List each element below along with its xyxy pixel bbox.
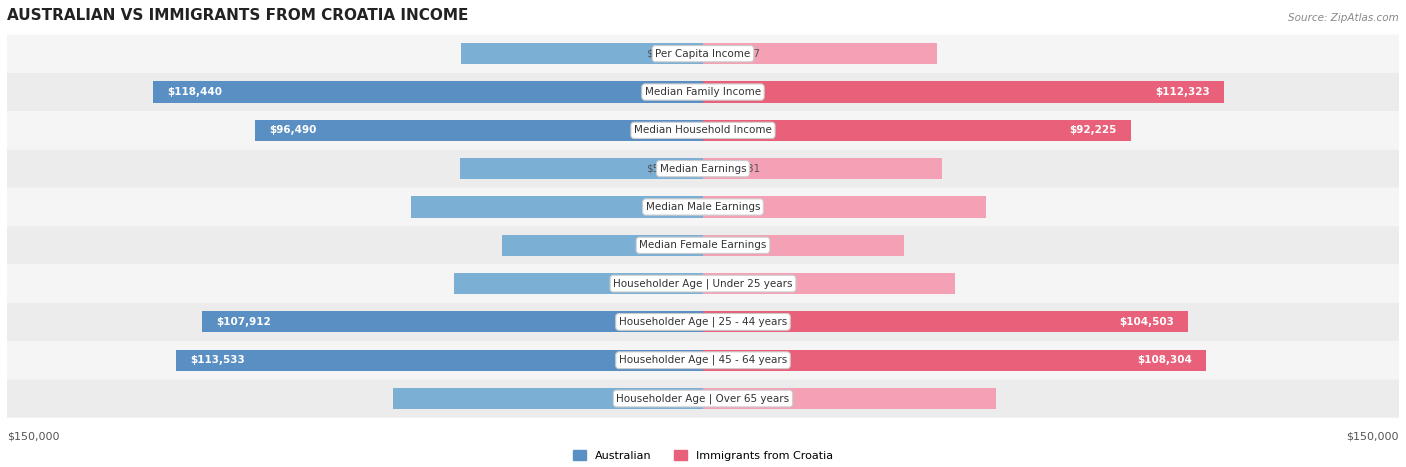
Text: $50,417: $50,417: [717, 49, 759, 59]
Text: $60,914: $60,914: [717, 202, 759, 212]
FancyBboxPatch shape: [7, 35, 1399, 73]
Bar: [460, 158, 703, 179]
Text: $54,343: $54,343: [717, 279, 761, 289]
Text: $52,074: $52,074: [647, 49, 689, 59]
Text: $150,000: $150,000: [7, 431, 59, 441]
Text: $52,294: $52,294: [645, 163, 689, 174]
Text: Median Female Earnings: Median Female Earnings: [640, 241, 766, 250]
FancyBboxPatch shape: [7, 264, 1399, 303]
Text: Median Family Income: Median Family Income: [645, 87, 761, 97]
Text: $107,912: $107,912: [217, 317, 271, 327]
Text: $108,304: $108,304: [1137, 355, 1192, 365]
FancyBboxPatch shape: [7, 379, 1399, 417]
Text: Median Household Income: Median Household Income: [634, 125, 772, 135]
Bar: [703, 388, 995, 409]
Text: $66,891: $66,891: [645, 394, 689, 403]
FancyBboxPatch shape: [7, 111, 1399, 149]
Bar: [176, 350, 703, 371]
Text: $150,000: $150,000: [1347, 431, 1399, 441]
Bar: [153, 82, 703, 103]
Bar: [202, 311, 703, 333]
Text: Median Male Earnings: Median Male Earnings: [645, 202, 761, 212]
Bar: [703, 235, 904, 256]
FancyBboxPatch shape: [7, 188, 1399, 226]
FancyBboxPatch shape: [7, 73, 1399, 111]
FancyBboxPatch shape: [7, 149, 1399, 188]
Bar: [454, 273, 703, 294]
Bar: [703, 273, 955, 294]
Text: $63,168: $63,168: [717, 394, 761, 403]
Bar: [502, 235, 703, 256]
Bar: [703, 311, 1188, 333]
Text: $51,581: $51,581: [717, 163, 761, 174]
Text: AUSTRALIAN VS IMMIGRANTS FROM CROATIA INCOME: AUSTRALIAN VS IMMIGRANTS FROM CROATIA IN…: [7, 8, 468, 23]
Bar: [703, 350, 1205, 371]
Bar: [703, 120, 1130, 141]
Text: $43,258: $43,258: [717, 241, 761, 250]
Text: Householder Age | 25 - 44 years: Householder Age | 25 - 44 years: [619, 317, 787, 327]
Bar: [703, 82, 1225, 103]
Text: $96,490: $96,490: [269, 125, 316, 135]
Text: $104,503: $104,503: [1119, 317, 1174, 327]
Bar: [703, 43, 936, 64]
Bar: [412, 197, 703, 218]
Text: Householder Age | Under 25 years: Householder Age | Under 25 years: [613, 278, 793, 289]
Text: Source: ZipAtlas.com: Source: ZipAtlas.com: [1288, 13, 1399, 23]
Text: $62,857: $62,857: [645, 202, 689, 212]
Text: Median Earnings: Median Earnings: [659, 163, 747, 174]
Text: $92,225: $92,225: [1070, 125, 1116, 135]
Bar: [703, 158, 942, 179]
Bar: [703, 197, 986, 218]
Legend: Australian, Immigrants from Croatia: Australian, Immigrants from Croatia: [568, 446, 838, 465]
Text: $43,308: $43,308: [647, 241, 689, 250]
Text: Per Capita Income: Per Capita Income: [655, 49, 751, 59]
FancyBboxPatch shape: [7, 303, 1399, 341]
Text: $113,533: $113,533: [190, 355, 245, 365]
Text: $118,440: $118,440: [167, 87, 222, 97]
Bar: [256, 120, 703, 141]
Text: $112,323: $112,323: [1156, 87, 1211, 97]
Text: Householder Age | 45 - 64 years: Householder Age | 45 - 64 years: [619, 355, 787, 366]
FancyBboxPatch shape: [7, 226, 1399, 264]
Bar: [392, 388, 703, 409]
Text: $53,739: $53,739: [645, 279, 689, 289]
FancyBboxPatch shape: [7, 341, 1399, 379]
Text: Householder Age | Over 65 years: Householder Age | Over 65 years: [616, 393, 790, 404]
Bar: [461, 43, 703, 64]
